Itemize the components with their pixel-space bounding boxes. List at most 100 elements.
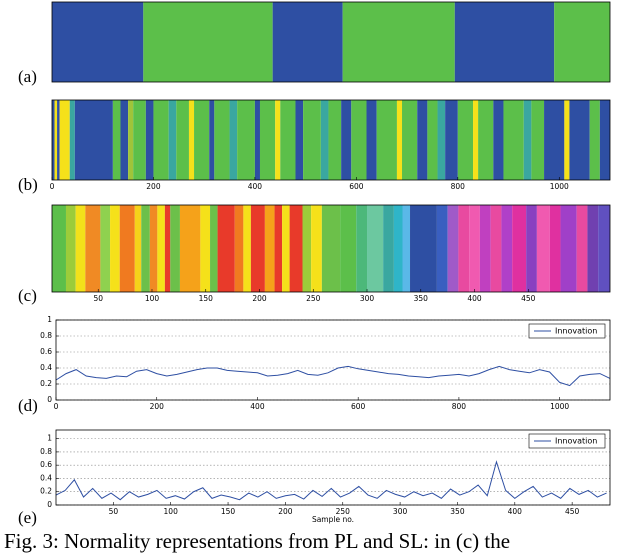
band-segment <box>311 205 322 292</box>
y-tick-label: 0.4 <box>40 473 52 482</box>
band-segment <box>501 205 513 292</box>
band-segment <box>469 205 480 292</box>
band-segment <box>59 100 70 180</box>
band-segment <box>560 205 577 292</box>
band-segment <box>569 100 590 180</box>
band-segment <box>100 205 111 292</box>
band-segment <box>134 205 142 292</box>
band-segment <box>149 205 158 292</box>
x-axis-label: Sample no. <box>312 515 354 524</box>
band-segment <box>194 100 210 180</box>
band-segment <box>589 100 600 180</box>
band-segment <box>188 100 195 180</box>
band-segment <box>454 2 555 82</box>
band-segment <box>54 100 58 180</box>
band-segment <box>57 100 60 180</box>
band-segment <box>229 100 238 180</box>
band-segment <box>351 100 367 180</box>
band-segment <box>598 205 610 292</box>
x-tick-label: 300 <box>393 507 408 516</box>
band-segment <box>493 100 504 180</box>
x-tick-label: 100 <box>145 294 160 303</box>
y-tick-label: 0.2 <box>40 379 52 388</box>
band-segment <box>157 205 165 292</box>
band-segment <box>65 205 76 292</box>
band-segment <box>264 205 275 292</box>
band-segment <box>234 205 244 292</box>
x-tick-label: 200 <box>278 507 293 516</box>
y-tick-label: 0.4 <box>40 363 52 372</box>
panel-label: (c) <box>18 286 37 305</box>
band-segment <box>120 100 129 180</box>
panel-frame <box>51 204 611 293</box>
x-tick-label: 200 <box>150 402 165 411</box>
x-tick-label: 200 <box>252 294 267 303</box>
panel-frame <box>51 1 611 83</box>
legend-box <box>528 323 606 339</box>
y-tick-label: 0.2 <box>40 487 52 496</box>
axes-frame <box>55 319 611 401</box>
band-segment <box>52 205 66 292</box>
band-segment <box>274 205 283 292</box>
band-segment <box>536 205 550 292</box>
caption: Fig. 3: Normality representations from P… <box>4 529 510 553</box>
band-segment <box>393 205 403 292</box>
band-segment <box>217 205 235 292</box>
band-segment <box>383 205 394 292</box>
x-tick-label: 0 <box>54 402 59 411</box>
x-tick-label: 800 <box>452 402 467 411</box>
legend-label: Innovation <box>555 437 597 446</box>
y-tick-label: 0 <box>47 500 52 509</box>
x-tick-label: 150 <box>221 507 236 516</box>
x-tick-label: 150 <box>199 294 214 303</box>
band-segment <box>237 100 255 180</box>
panel-label: (d) <box>18 396 38 415</box>
band-segment <box>417 100 428 180</box>
x-tick-label: 100 <box>164 507 179 516</box>
x-tick-label: 400 <box>508 507 523 516</box>
band-segment <box>599 100 610 180</box>
band-segment <box>402 100 418 180</box>
band-segment <box>479 205 491 292</box>
x-tick-label: 300 <box>360 294 375 303</box>
x-tick-label: 800 <box>451 182 466 191</box>
band-segment <box>473 100 479 180</box>
band-segment <box>410 205 437 292</box>
band-segment <box>367 205 384 292</box>
data-line <box>55 365 611 387</box>
band-segment <box>272 2 343 82</box>
y-tick-label: 0.6 <box>40 347 52 356</box>
band-segment <box>210 205 218 292</box>
band-segment <box>170 205 180 292</box>
band-segment <box>52 100 55 180</box>
band-segment <box>69 100 75 180</box>
band-segment <box>289 205 303 292</box>
band-segment <box>282 205 290 292</box>
x-tick-label: 350 <box>414 294 429 303</box>
band-segment <box>75 205 86 292</box>
band-segment <box>320 100 329 180</box>
band-segment <box>302 205 312 292</box>
band-segment <box>328 100 342 180</box>
band-segment <box>200 205 211 292</box>
band-segment <box>366 100 377 180</box>
band-segment <box>275 100 281 180</box>
band-segment <box>512 205 527 292</box>
band-segment <box>342 2 455 82</box>
panel-label: (a) <box>18 67 37 86</box>
band-segment <box>544 100 565 180</box>
x-tick-label: 1000 <box>550 402 569 411</box>
band-segment <box>133 100 146 180</box>
band-segment <box>576 205 588 292</box>
band-segment <box>340 205 357 292</box>
band-segment <box>209 100 215 180</box>
band-segment <box>523 100 532 180</box>
band-segment <box>436 205 448 292</box>
band-segment <box>112 100 121 180</box>
band-segment <box>243 205 251 292</box>
band-segment <box>179 205 201 292</box>
y-tick-label: 0 <box>47 395 52 404</box>
band-segment <box>554 2 610 82</box>
band-segment <box>119 205 135 292</box>
